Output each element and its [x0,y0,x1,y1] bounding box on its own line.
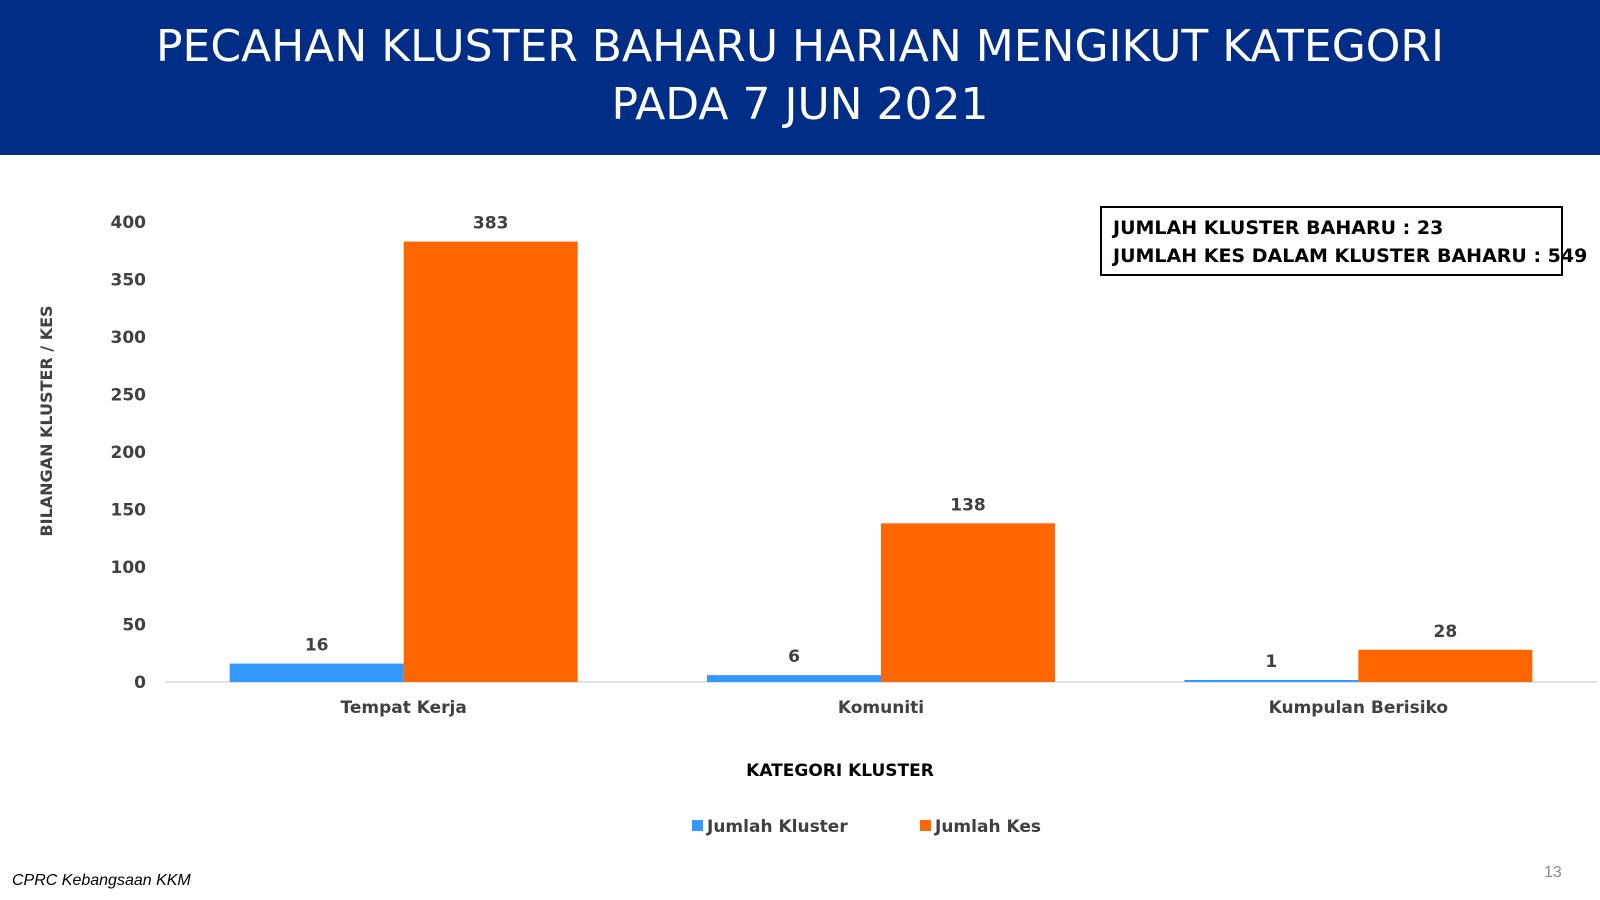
y-tick-label: 300 [111,328,147,348]
data-label: 6 [788,647,800,667]
data-label: 28 [1433,622,1457,642]
data-label: 16 [305,636,329,656]
x-tick-label: Kumpulan Berisiko [1269,698,1448,718]
y-tick-label: 200 [111,443,147,463]
y-axis-ticks: 0 50 100 150 200 250 300 350 400 [111,213,147,693]
summary-total-cases: JUMLAH KES DALAM KLUSTER BAHARU : 549 [1113,245,1588,267]
summary-total-clusters: JUMLAH KLUSTER BAHARU : 23 [1113,217,1444,239]
title-line-2: PADA 7 JUN 2021 [611,79,989,130]
y-tick-label: 150 [111,501,147,521]
y-tick-label: 0 [134,673,146,693]
legend: Jumlah Kluster Jumlah Kes [692,817,1041,837]
title-line-1: PECAHAN KLUSTER BAHARU HARIAN MENGIKUT K… [156,21,1444,72]
legend-label: Jumlah Kluster [706,817,848,837]
x-axis-title: KATEGORI KLUSTER [746,761,934,781]
bar [403,241,578,683]
bar [707,675,881,682]
bar [1358,649,1533,682]
source-credit: CPRC Kebangsaan KKM [12,872,191,889]
bar-chart: 0 50 100 150 200 250 300 350 400 16 383 6 138 1 28 Te… [37,213,1597,837]
legend-swatch [920,820,931,831]
y-tick-label: 400 [111,213,147,233]
y-tick-label: 50 [122,616,146,636]
bar [229,663,404,682]
bar [881,523,1055,682]
data-label: 1 [1265,652,1277,672]
bars [229,241,1533,683]
y-axis-title: BILANGAN KLUSTER / KES [37,305,56,536]
y-tick-label: 100 [111,558,147,578]
legend-label: Jumlah Kes [934,817,1041,837]
x-tick-label: Tempat Kerja [340,698,466,718]
header-banner: PECAHAN KLUSTER BAHARU HARIAN MENGIKUT K… [0,0,1600,155]
y-tick-label: 350 [111,271,147,291]
y-tick-label: 250 [111,386,147,406]
page-number: 13 [1544,864,1562,881]
data-label: 383 [473,214,509,234]
bar [1184,680,1359,682]
legend-swatch [692,820,703,831]
x-tick-label: Komuniti [838,698,924,718]
x-axis-tick-labels: Tempat Kerja Komuniti Kumpulan Berisiko [340,698,1448,718]
data-label: 138 [950,495,986,515]
summary-box: JUMLAH KLUSTER BAHARU : 23 JUMLAH KES DA… [1100,206,1588,276]
data-labels: 16 383 6 138 1 28 [305,214,1457,672]
